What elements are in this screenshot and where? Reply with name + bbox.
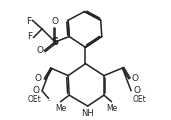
Text: F: F — [26, 17, 31, 26]
Text: O: O — [133, 86, 140, 95]
Text: F: F — [27, 32, 32, 41]
Text: S: S — [51, 37, 59, 47]
Text: ethyl: ethyl — [48, 99, 51, 101]
Text: O: O — [36, 46, 43, 55]
Text: NH: NH — [81, 109, 94, 118]
Text: OEt: OEt — [27, 95, 41, 104]
Text: O: O — [33, 86, 40, 95]
Text: OEt: OEt — [132, 95, 146, 104]
Text: O: O — [52, 17, 59, 26]
Text: O: O — [132, 74, 139, 83]
Text: Me: Me — [106, 104, 117, 113]
Text: Me: Me — [55, 104, 66, 113]
Text: O: O — [35, 74, 42, 83]
